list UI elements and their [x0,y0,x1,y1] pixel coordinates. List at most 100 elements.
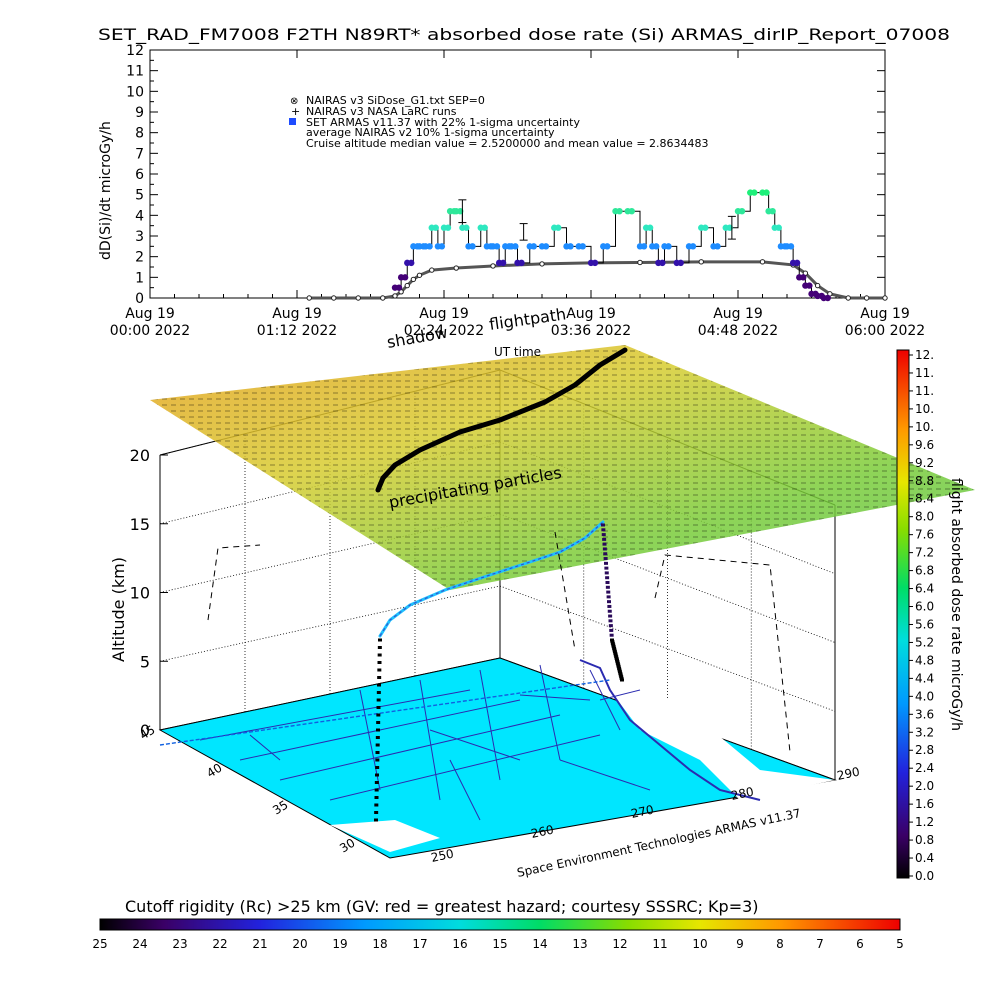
armas-point [408,259,415,267]
dose-colorbar-tick-label: 2.0 [915,779,934,793]
armas-series [391,189,831,302]
armas-point [793,259,801,267]
rigidity-colorbar-tick-label: 14 [532,937,547,951]
descent-point [613,651,618,655]
coastline [579,659,761,801]
descent-point [608,619,613,623]
dose-colorbar-tick-label: 11. [915,366,934,380]
descent-point [612,648,617,652]
rigidity-colorbar-tick-label: 19 [332,937,347,951]
boundary-line [559,759,651,791]
descent-point [614,656,619,660]
x-tick-time: 06:00 2022 [845,323,925,339]
descent-point [374,796,379,799]
descent-point [615,658,619,662]
dose-colorbar-tick-label: 2.8 [915,743,934,757]
descent-point [604,571,609,575]
lat-tick-label: 45 [137,723,157,743]
descent-point [605,581,610,584]
z-tick-label: 15 [130,515,150,534]
annotation-ut-time: UT time [494,345,541,359]
y-tick-label: 8 [135,126,144,142]
rigidity-colorbar: Cutoff rigidity (Rc) >25 km (GV: red = g… [92,897,903,951]
rigidity-colorbar-tick-label: 10 [692,937,707,951]
rigidity-colorbar-tick-label: 22 [212,937,227,951]
armas-point [444,224,452,231]
dose-colorbar-ticks: 12. 11. 11. 10. 10. 9.6 9.2 8.8 8.4 8.0 7.6 7.2 6.8 6… [909,348,934,883]
nairas-point [392,293,398,299]
rigidity-colorbar-label: Cutoff rigidity (Rc) >25 km (GV: red = g… [125,897,759,916]
dose-colorbar-tick-label: 10. [915,420,934,434]
descent-point [617,666,622,670]
armas-point [726,224,733,231]
y-tick-label: 5 [135,188,144,204]
descent-point [375,766,380,769]
armas-point [769,208,776,215]
rigidity-colorbar-tick-label: 21 [252,937,267,951]
descent-point [601,523,605,527]
armas-point [763,189,770,196]
descent-point [615,661,620,665]
dose-colorbar-tick-label: 9.2 [915,456,934,470]
dose-colorbar-tick-label: 0.4 [915,851,934,865]
y-tick-label: 2 [135,250,144,266]
descent-point [614,655,619,659]
armas-point [824,294,831,302]
lat-tick-label: 35 [270,798,290,818]
lon-tick-label: 290 [836,764,861,782]
descent-point [611,645,616,649]
descent-point [612,646,617,650]
nairas-point [814,282,821,289]
descent-point [376,698,381,702]
legend-entry-nairas: NAIRAS v3 SiDose_G1.txt SEP=0 [306,94,485,107]
descent-point [377,646,382,649]
nairas-point [845,295,851,301]
ocean-region [610,680,835,800]
armas-point [457,208,464,215]
dose-colorbar-tick-label: 6.0 [915,600,934,614]
descent-point [377,661,382,664]
descent-point [607,600,611,604]
armas-point [751,189,758,196]
armas-point [640,243,648,250]
latitude-ticks: 45 40 35 30 [137,723,357,856]
grid-line-left-wall [159,585,501,662]
armas-point [401,274,409,281]
nairas-point [539,261,545,267]
x-tick-time: 04:48 2022 [698,323,778,339]
projection-right [654,554,791,753]
dose-colorbar-tick-label: 11. [915,384,934,398]
dose-colorbar-tick-label: 4.4 [915,671,934,685]
boundary-line [539,664,561,761]
legend-entry-average: average NAIRAS v2 10% 1-sigma uncertaint… [306,126,555,139]
y-tick-label: 12 [126,43,144,59]
x-tick-time: 02:24 2022 [404,323,484,339]
nairas-point [380,295,386,301]
dose-colorbar-tick-label: 10. [915,402,934,416]
legend-entry-cruise: Cruise altitude median value = 2.5200000… [306,137,709,150]
ground-map [158,657,837,859]
armas-point [499,259,507,267]
nairas-point [863,295,870,301]
rigidity-colorbar-tick-label: 15 [492,937,507,951]
descent-point [374,811,379,814]
descent-point [374,788,379,792]
descent-point [607,604,612,608]
lon-tick-label: 270 [630,802,655,820]
dose-colorbar-tick-label: 8.0 [915,510,934,524]
dose-colorbar-tick-label: 3.6 [915,707,934,721]
lat-tick-label: 30 [337,836,357,856]
boundary-line [599,689,641,701]
armas-point [714,243,721,250]
dose-colorbar-tick-label: 8.4 [915,492,934,506]
descent-point [377,653,382,657]
armas-step-line [395,192,825,298]
nairas-point [429,267,435,273]
lat-tick-label: 40 [204,761,224,781]
descent-point [374,803,379,807]
dose-colorbar-tick-label: 8.8 [915,474,934,488]
descent-point [376,721,381,724]
armas-point [512,243,519,250]
nairas-point [637,259,643,266]
rigidity-colorbar-fill [99,918,901,931]
